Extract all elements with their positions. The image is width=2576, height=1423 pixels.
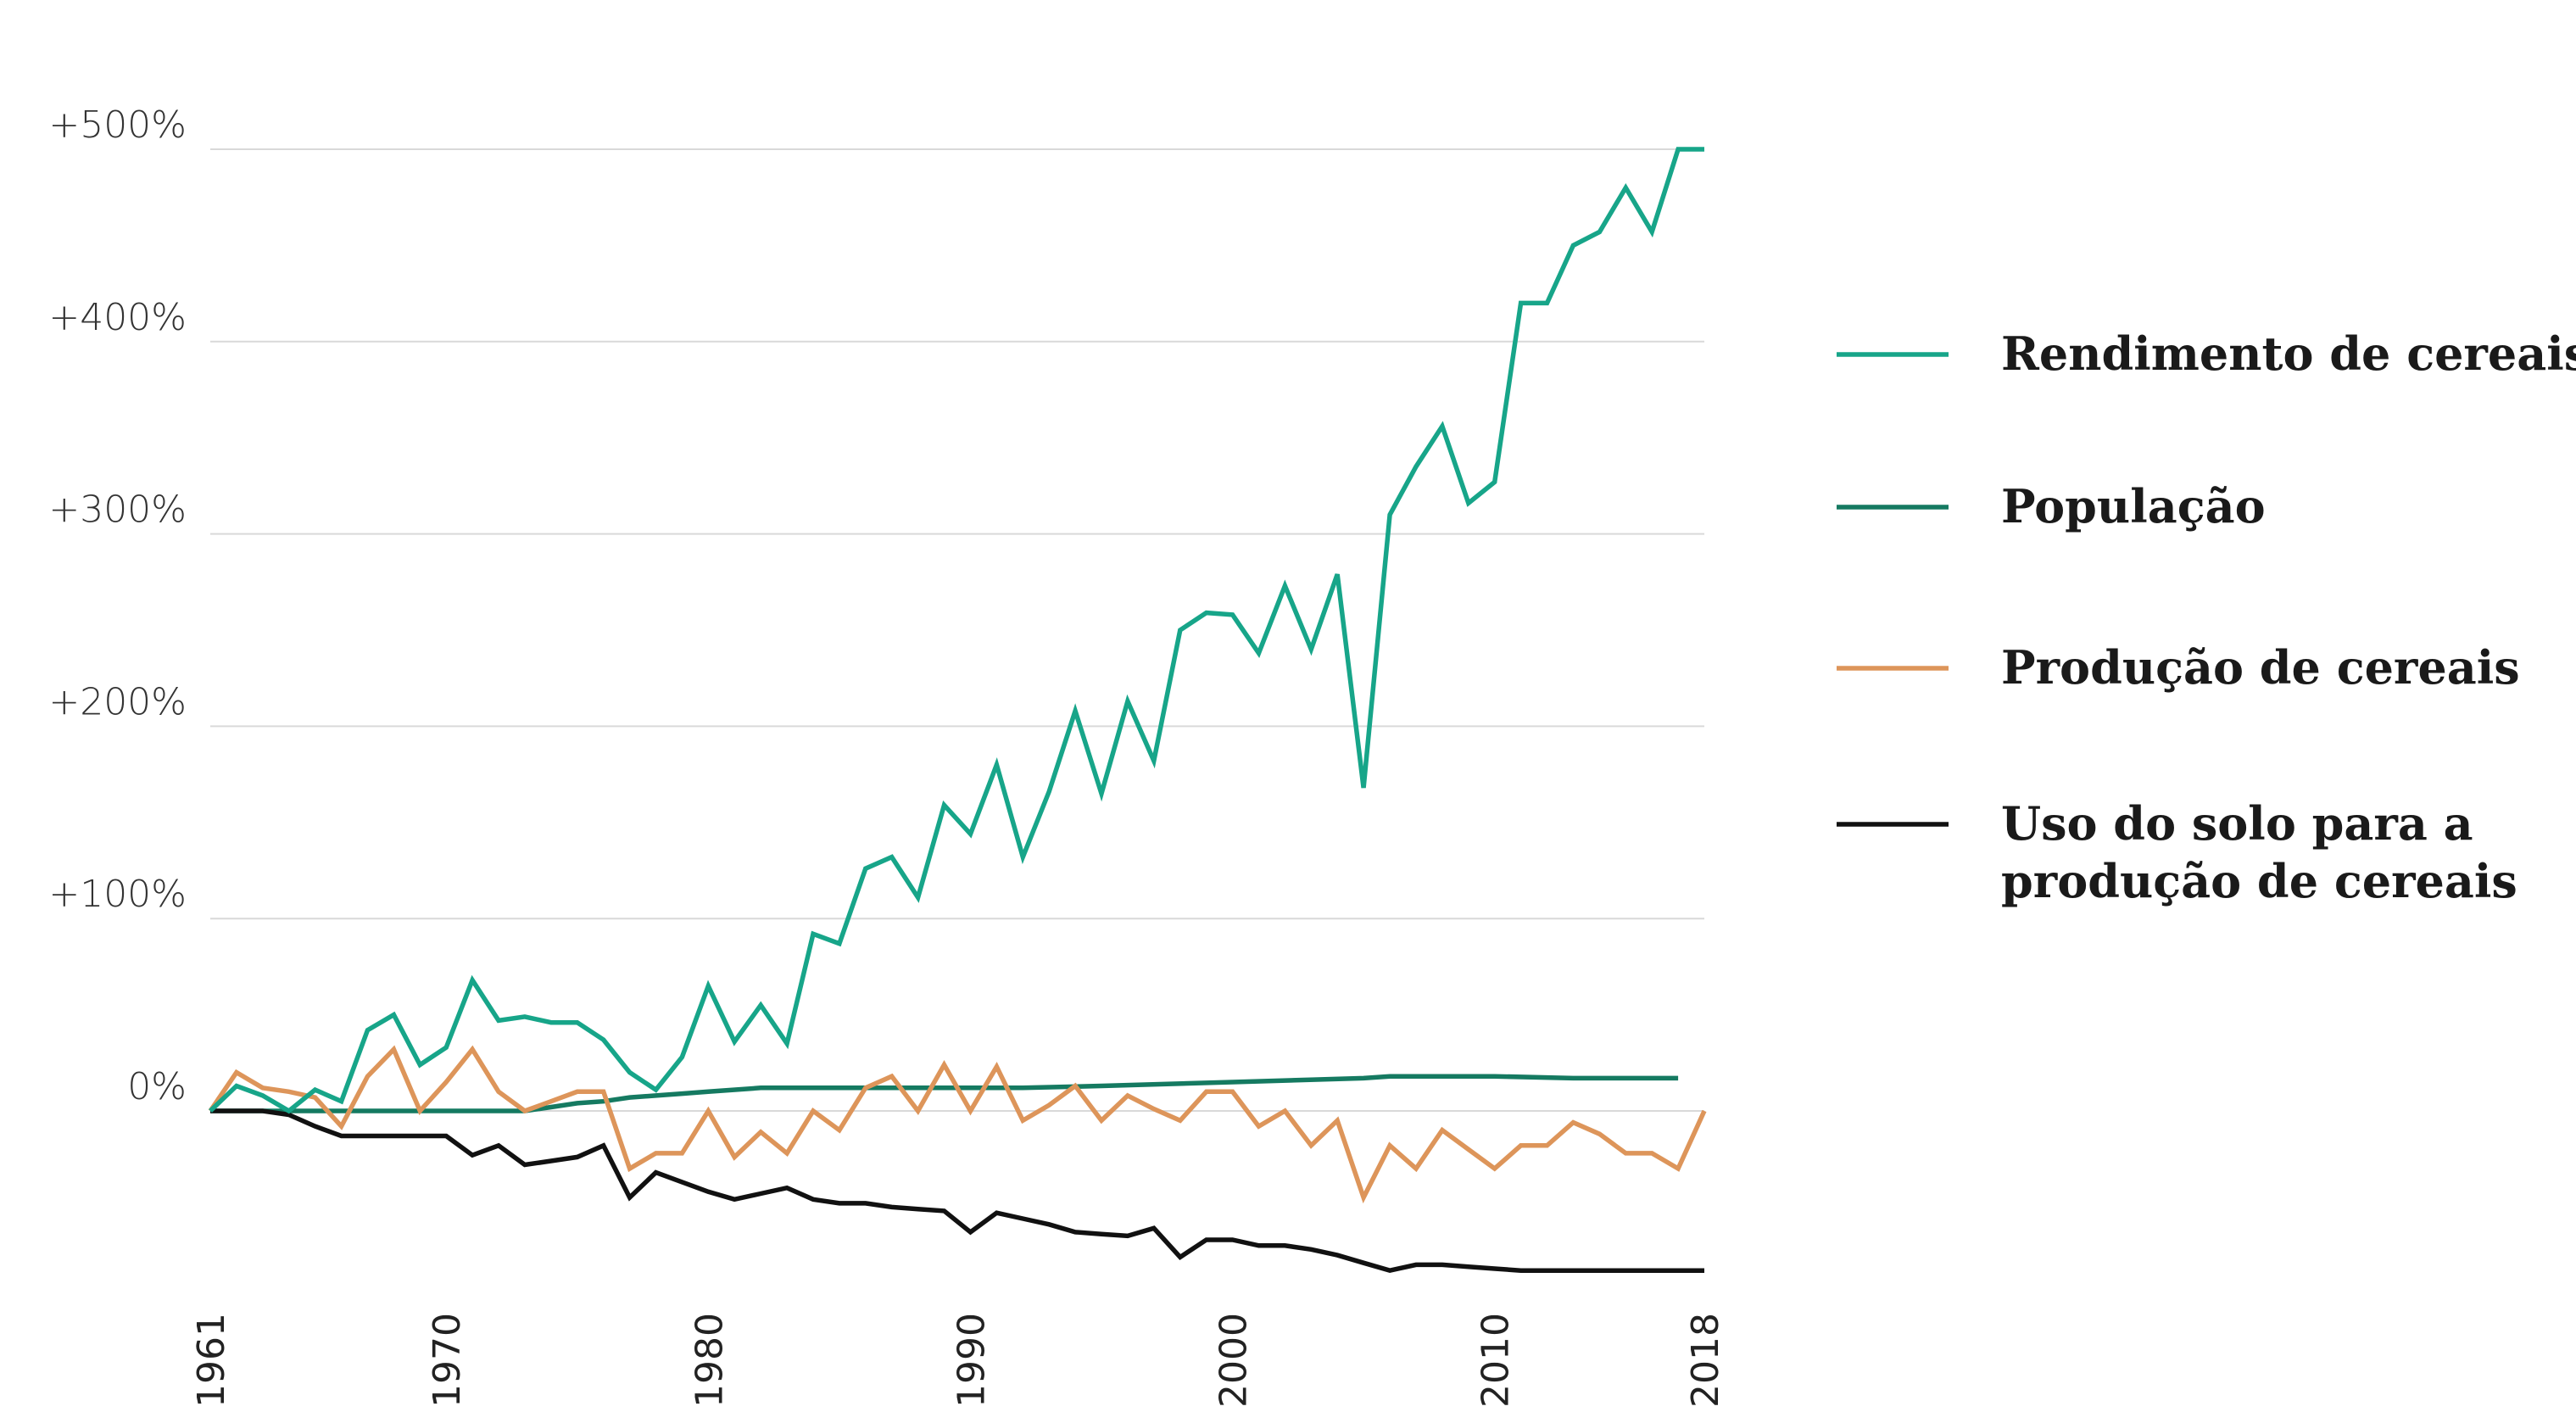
y-tick-label: +400%	[48, 296, 187, 339]
x-tick-label: 1980	[688, 1313, 731, 1408]
y-tick-label: +200%	[48, 680, 187, 723]
x-tick-label: 1961	[190, 1313, 233, 1408]
legend-label-production: Produção de cereais	[2001, 640, 2520, 695]
x-tick-label: 1970	[426, 1313, 469, 1408]
y-tick-label: +300%	[48, 488, 187, 532]
y-tick-label: 0%	[127, 1065, 187, 1108]
series-line-yield	[209, 147, 1704, 1114]
legend: Rendimento de cereais População Produção d…	[1837, 326, 2576, 908]
x-tick-label: 2010	[1475, 1313, 1518, 1408]
legend-label-land-use: produção de cereais	[2001, 854, 2517, 908]
series-line-production	[208, 1045, 1707, 1204]
series-lines	[208, 147, 1707, 1274]
y-tick-label: +100%	[48, 873, 187, 916]
y-tick-label: +500%	[48, 103, 187, 147]
y-axis-tick-labels: 0% +100% +200% +300% +400% +500%	[48, 103, 187, 1108]
legend-label-land-use: Uso do solo para a	[2001, 796, 2473, 851]
x-tick-label: 2000	[1213, 1313, 1256, 1408]
gridlines	[210, 148, 1704, 1112]
legend-label-yield: Rendimento de cereais	[2001, 326, 2576, 381]
series-line-population	[210, 1074, 1679, 1113]
legend-label-population: População	[2001, 479, 2266, 533]
x-tick-label: 2018	[1684, 1313, 1727, 1408]
x-axis-tick-labels: 1961 1970 1980 1990 2000 2010 2018	[190, 1313, 1727, 1408]
series-line-land-use	[210, 1108, 1704, 1274]
x-tick-label: 1990	[950, 1313, 993, 1408]
